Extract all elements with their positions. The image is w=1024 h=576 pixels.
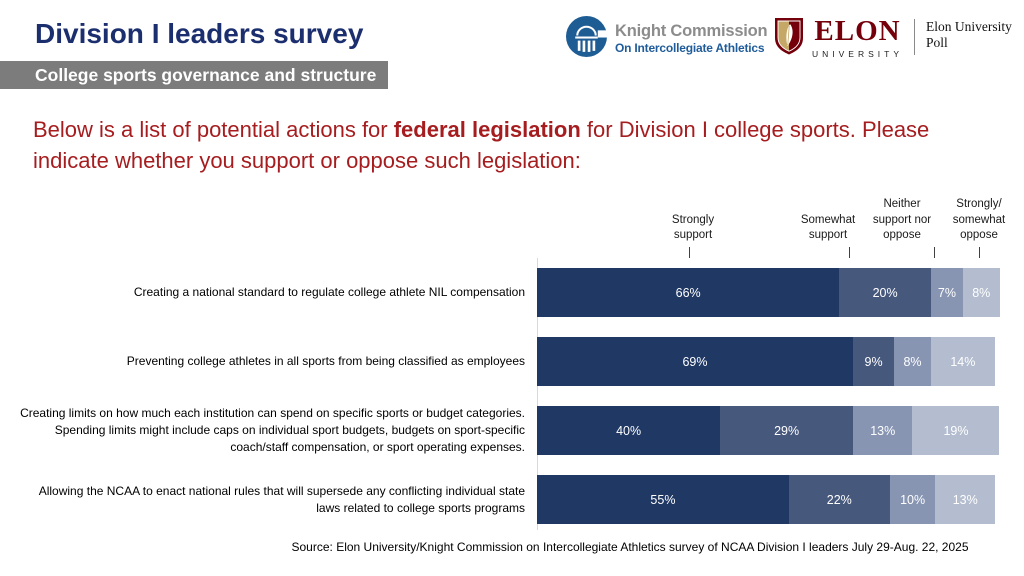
elon-university-text: UNIVERSITY	[812, 48, 904, 59]
question-text-pre: Below is a list of potential actions for	[33, 117, 394, 142]
value-label: 8%	[972, 285, 991, 300]
legend-strongly-support: Strongly support	[671, 213, 715, 242]
bar-segment-1: 55%	[537, 475, 789, 524]
value-label: 66%	[675, 285, 701, 300]
bar-segment-4: 8%	[962, 268, 1000, 317]
bar-segment-3: 7%	[930, 268, 963, 317]
value-label: 69%	[682, 354, 708, 369]
knight-commission-wordmark: Knight Commission On Intercollegiate Ath…	[615, 22, 768, 56]
bar-segment-1: 66%	[537, 268, 840, 317]
survey-question: Below is a list of potential actions for…	[33, 114, 938, 176]
category-label: Preventing college athletes in all sport…	[126, 354, 525, 369]
category-label: Allowing the NCAA to enact national rule…	[38, 483, 525, 515]
elon-poll-text: Elon University Poll	[926, 19, 1012, 51]
value-label: 22%	[826, 492, 852, 507]
bar-segment-1: 69%	[537, 337, 853, 386]
value-label: 9%	[864, 354, 883, 369]
elon-name: ELON	[814, 15, 901, 47]
stacked-bar: 69% 9% 8% 14%	[537, 337, 995, 386]
logo-divider	[914, 19, 916, 55]
question-text-post: for Division I college sports. Please in…	[33, 117, 930, 174]
chart-row: Preventing college athletes in all sport…	[20, 337, 1000, 386]
elon-shield-icon	[774, 17, 804, 62]
bar-segment-2: 29%	[720, 406, 853, 455]
category-label: Creating limits on how much each institu…	[20, 406, 525, 454]
subtitle-badge: College sports governance and structure	[0, 61, 389, 89]
stacked-bar: 66% 20% 7% 8%	[537, 268, 1000, 317]
bar-segment-4: 19%	[912, 406, 1000, 455]
value-label: 13%	[952, 492, 978, 507]
legend-tick	[934, 247, 935, 258]
bar-segment-4: 13%	[935, 475, 995, 524]
value-label: 10%	[900, 492, 926, 507]
source-note: Source: Elon University/Knight Commissio…	[291, 540, 969, 554]
question-text-bold: federal legislation	[393, 117, 581, 142]
chart-row: Creating a national standard to regulate…	[20, 268, 1000, 317]
knight-commission-rotunda-icon	[566, 16, 607, 62]
bar-segment-3: 10%	[889, 475, 936, 524]
legend-tick	[979, 247, 980, 258]
bar-segment-1: 40%	[537, 406, 721, 455]
bar-segment-4: 14%	[930, 337, 995, 386]
chart-row: Allowing the NCAA to enact national rule…	[20, 475, 1000, 524]
elon-wordmark: ELON UNIVERSITY	[812, 17, 903, 59]
value-label: 8%	[903, 354, 922, 369]
chart-row: Creating limits on how much each institu…	[20, 406, 1000, 455]
value-label: 19%	[943, 423, 969, 438]
bar-segment-3: 13%	[852, 406, 913, 455]
page-title: Division I leaders survey	[35, 18, 364, 49]
knight-tagline: On Intercollegiate Athletics	[615, 41, 765, 56]
legend-strongly-somewhat-oppose: Strongly/ somewhat oppose	[952, 198, 1006, 242]
chart-axis-line	[537, 258, 538, 530]
value-label: 20%	[872, 285, 898, 300]
value-label: 29%	[774, 423, 800, 438]
bar-segment-2: 9%	[853, 337, 895, 386]
stacked-bar: 55% 22% 10% 13%	[537, 475, 995, 524]
value-label: 14%	[950, 354, 976, 369]
legend-neither-support-nor-oppose: Neither support nor oppose	[872, 198, 932, 242]
legend-tick	[849, 247, 850, 258]
category-label: Creating a national standard to regulate…	[133, 285, 525, 300]
value-label: 7%	[937, 285, 956, 300]
elon-university-poll-logo: ELON UNIVERSITY Elon University Poll	[774, 17, 1012, 62]
legend-somewhat-support: Somewhat support	[800, 213, 856, 242]
value-label: 55%	[650, 492, 676, 507]
bar-segment-3: 8%	[894, 337, 931, 386]
legend-tick	[689, 247, 690, 258]
stacked-bar: 40% 29% 13% 19%	[537, 406, 1000, 455]
value-label: 13%	[870, 423, 896, 438]
bar-segment-2: 22%	[788, 475, 890, 524]
knight-name: Knight Commission	[615, 22, 768, 41]
knight-commission-logo: Knight Commission On Intercollegiate Ath…	[566, 16, 768, 62]
chart-rows: Creating a national standard to regulate…	[20, 268, 1000, 544]
value-label: 40%	[616, 423, 642, 438]
bar-segment-2: 20%	[839, 268, 931, 317]
